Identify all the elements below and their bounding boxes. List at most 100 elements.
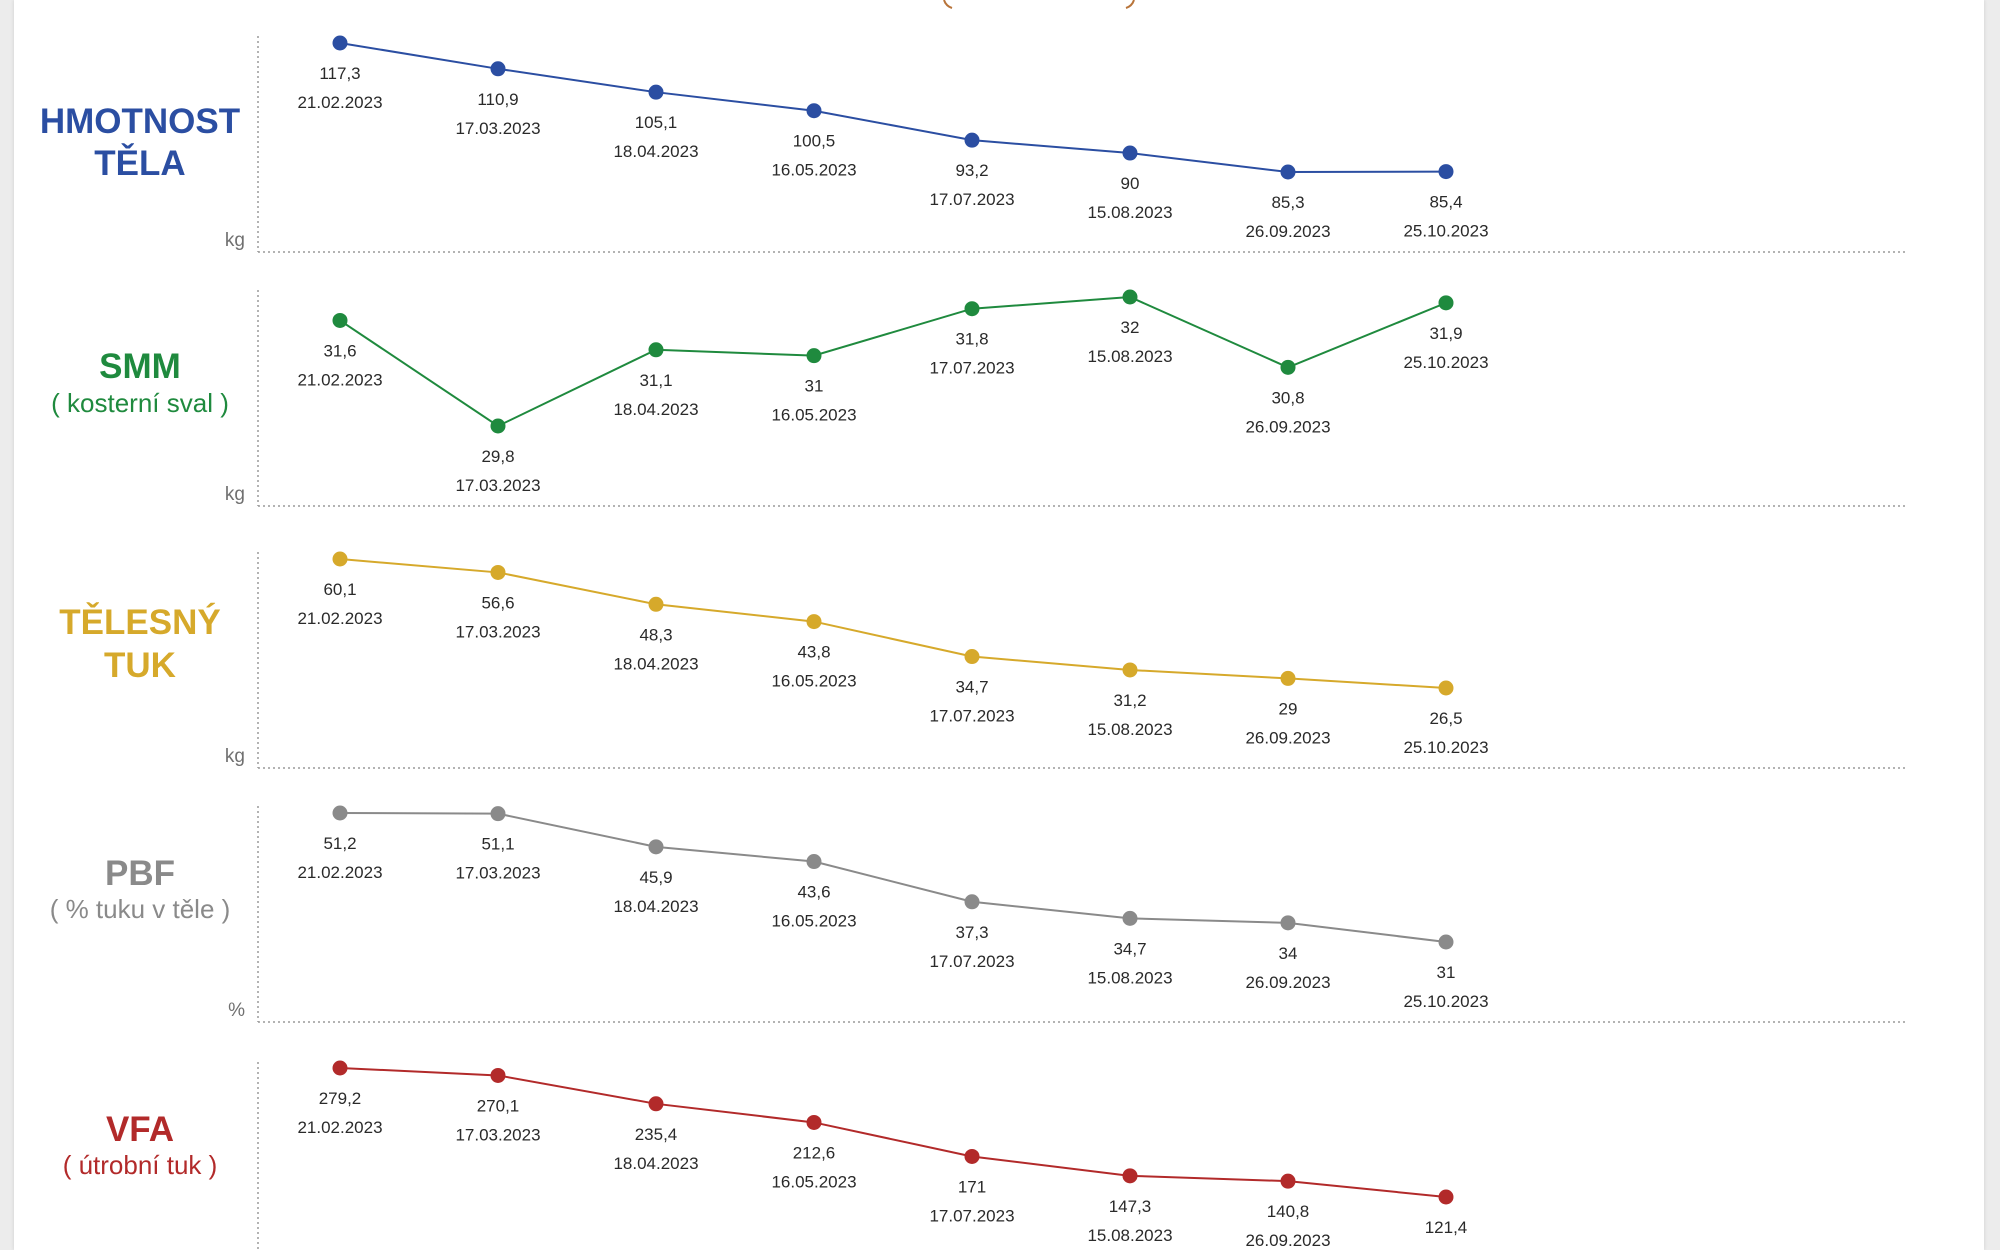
data-point	[332, 551, 348, 567]
data-point	[648, 839, 664, 855]
x-tick-label: 15.08.2023	[1087, 968, 1172, 987]
x-tick-label: 25.10.2023	[1403, 222, 1488, 241]
x-tick-label: 21.02.2023	[297, 1118, 382, 1137]
x-tick-label: 15.08.2023	[1087, 203, 1172, 222]
x-tick-label: 26.09.2023	[1245, 973, 1330, 992]
x-tick-label: 21.02.2023	[297, 93, 382, 112]
data-point	[490, 61, 506, 77]
x-tick-label: 18.04.2023	[613, 897, 698, 916]
data-point	[1122, 662, 1138, 678]
data-label: 45,9	[639, 868, 672, 887]
data-point	[806, 348, 822, 364]
data-point	[1280, 1173, 1296, 1189]
data-label: 85,4	[1429, 193, 1462, 212]
x-tick-label: 25.10.2023	[1403, 353, 1488, 372]
data-label: 121,4	[1425, 1218, 1468, 1237]
data-label: 29,8	[481, 447, 514, 466]
data-point	[1438, 164, 1454, 180]
data-label: 270,1	[477, 1096, 520, 1115]
data-label: 117,3	[319, 64, 360, 83]
chart-title: TĚLA	[94, 143, 185, 183]
data-label: 31,1	[639, 371, 672, 390]
x-tick-label: 17.07.2023	[929, 1206, 1014, 1225]
data-label: 43,6	[797, 883, 830, 902]
data-label: 34	[1279, 944, 1298, 963]
data-point	[1438, 680, 1454, 696]
x-tick-label: 16.05.2023	[771, 406, 856, 425]
data-point	[1438, 295, 1454, 311]
data-label: 51,1	[481, 835, 514, 854]
data-point	[490, 418, 506, 434]
chart-title: HMOTNOST	[40, 102, 240, 141]
x-tick-label: 16.05.2023	[771, 912, 856, 931]
data-label: 110,9	[477, 90, 518, 109]
x-tick-label: 17.07.2023	[929, 190, 1014, 209]
x-tick-label: 17.03.2023	[455, 622, 540, 641]
x-tick-label: 21.02.2023	[297, 370, 382, 389]
data-point	[332, 805, 348, 821]
body-composition-charts: kg HMOTNOST TĚLA 117,3 21.02.2023 110,9 17.03.…	[14, 0, 1984, 1250]
x-tick-label: 18.04.2023	[613, 654, 698, 673]
chart-title: TĚLESNÝ	[59, 602, 220, 642]
data-point	[806, 103, 822, 119]
data-label: 37,3	[955, 923, 988, 942]
series-line	[339, 295, 1447, 428]
data-label: 31,8	[955, 330, 988, 349]
x-tick-label: 17.07.2023	[929, 707, 1014, 726]
data-label: 34,7	[955, 678, 988, 697]
series-line	[339, 812, 1447, 943]
data-point	[964, 649, 980, 665]
data-point	[1280, 915, 1296, 931]
unit-label: kg	[225, 484, 245, 505]
unit-label: kg	[225, 746, 245, 767]
x-tick-label: 15.08.2023	[1087, 1226, 1172, 1245]
x-tick-label: 17.03.2023	[455, 1125, 540, 1144]
x-tick-label: 26.09.2023	[1245, 1231, 1330, 1250]
data-label: 171	[958, 1177, 986, 1196]
data-point	[1280, 359, 1296, 375]
data-label: 31,9	[1429, 324, 1462, 343]
data-point	[648, 1096, 664, 1112]
x-tick-label: 16.05.2023	[771, 161, 856, 180]
data-point	[490, 564, 506, 580]
data-point	[1122, 910, 1138, 926]
data-label: 100,5	[793, 132, 836, 151]
x-tick-label: 26.09.2023	[1245, 728, 1330, 747]
report-card: kg HMOTNOST TĚLA 117,3 21.02.2023 110,9 17.03.…	[14, 0, 1984, 1250]
data-point	[806, 1114, 822, 1130]
x-tick-label: 15.08.2023	[1087, 720, 1172, 739]
data-label: 105,1	[635, 113, 678, 132]
data-point	[1280, 164, 1296, 180]
data-label: 56,6	[481, 593, 514, 612]
chart-panel: VFA( útrobní tuk ) 279,2 21.02.2023 270,1 17…	[63, 1060, 1489, 1250]
x-tick-label: 26.09.2023	[1245, 222, 1330, 241]
chart-subtitle: ( % tuku v těle )	[50, 894, 231, 924]
header-decoration	[943, 0, 1135, 9]
data-label: 279,2	[319, 1089, 362, 1108]
x-tick-label: 15.08.2023	[1087, 347, 1172, 366]
data-point	[332, 35, 348, 51]
data-label: 31	[805, 377, 824, 396]
data-point	[1122, 289, 1138, 305]
data-label: 31	[1437, 963, 1456, 982]
data-point	[1280, 670, 1296, 686]
x-tick-label: 17.07.2023	[929, 952, 1014, 971]
series-line	[339, 558, 1447, 689]
data-point	[964, 1148, 980, 1164]
chart-title: SMM	[99, 347, 181, 386]
chart-title: PBF	[105, 854, 175, 893]
data-point	[806, 854, 822, 870]
data-point	[490, 806, 506, 822]
x-tick-label: 18.04.2023	[613, 142, 698, 161]
data-label: 60,1	[323, 580, 356, 599]
x-tick-label: 21.02.2023	[297, 609, 382, 628]
data-label: 93,2	[955, 161, 988, 180]
x-tick-label: 17.03.2023	[455, 119, 540, 138]
unit-label: kg	[225, 230, 245, 251]
x-tick-label: 25.10.2023	[1403, 738, 1488, 757]
data-point	[964, 894, 980, 910]
x-tick-label: 18.04.2023	[613, 400, 698, 419]
chart-subtitle: ( útrobní tuk )	[63, 1150, 218, 1180]
